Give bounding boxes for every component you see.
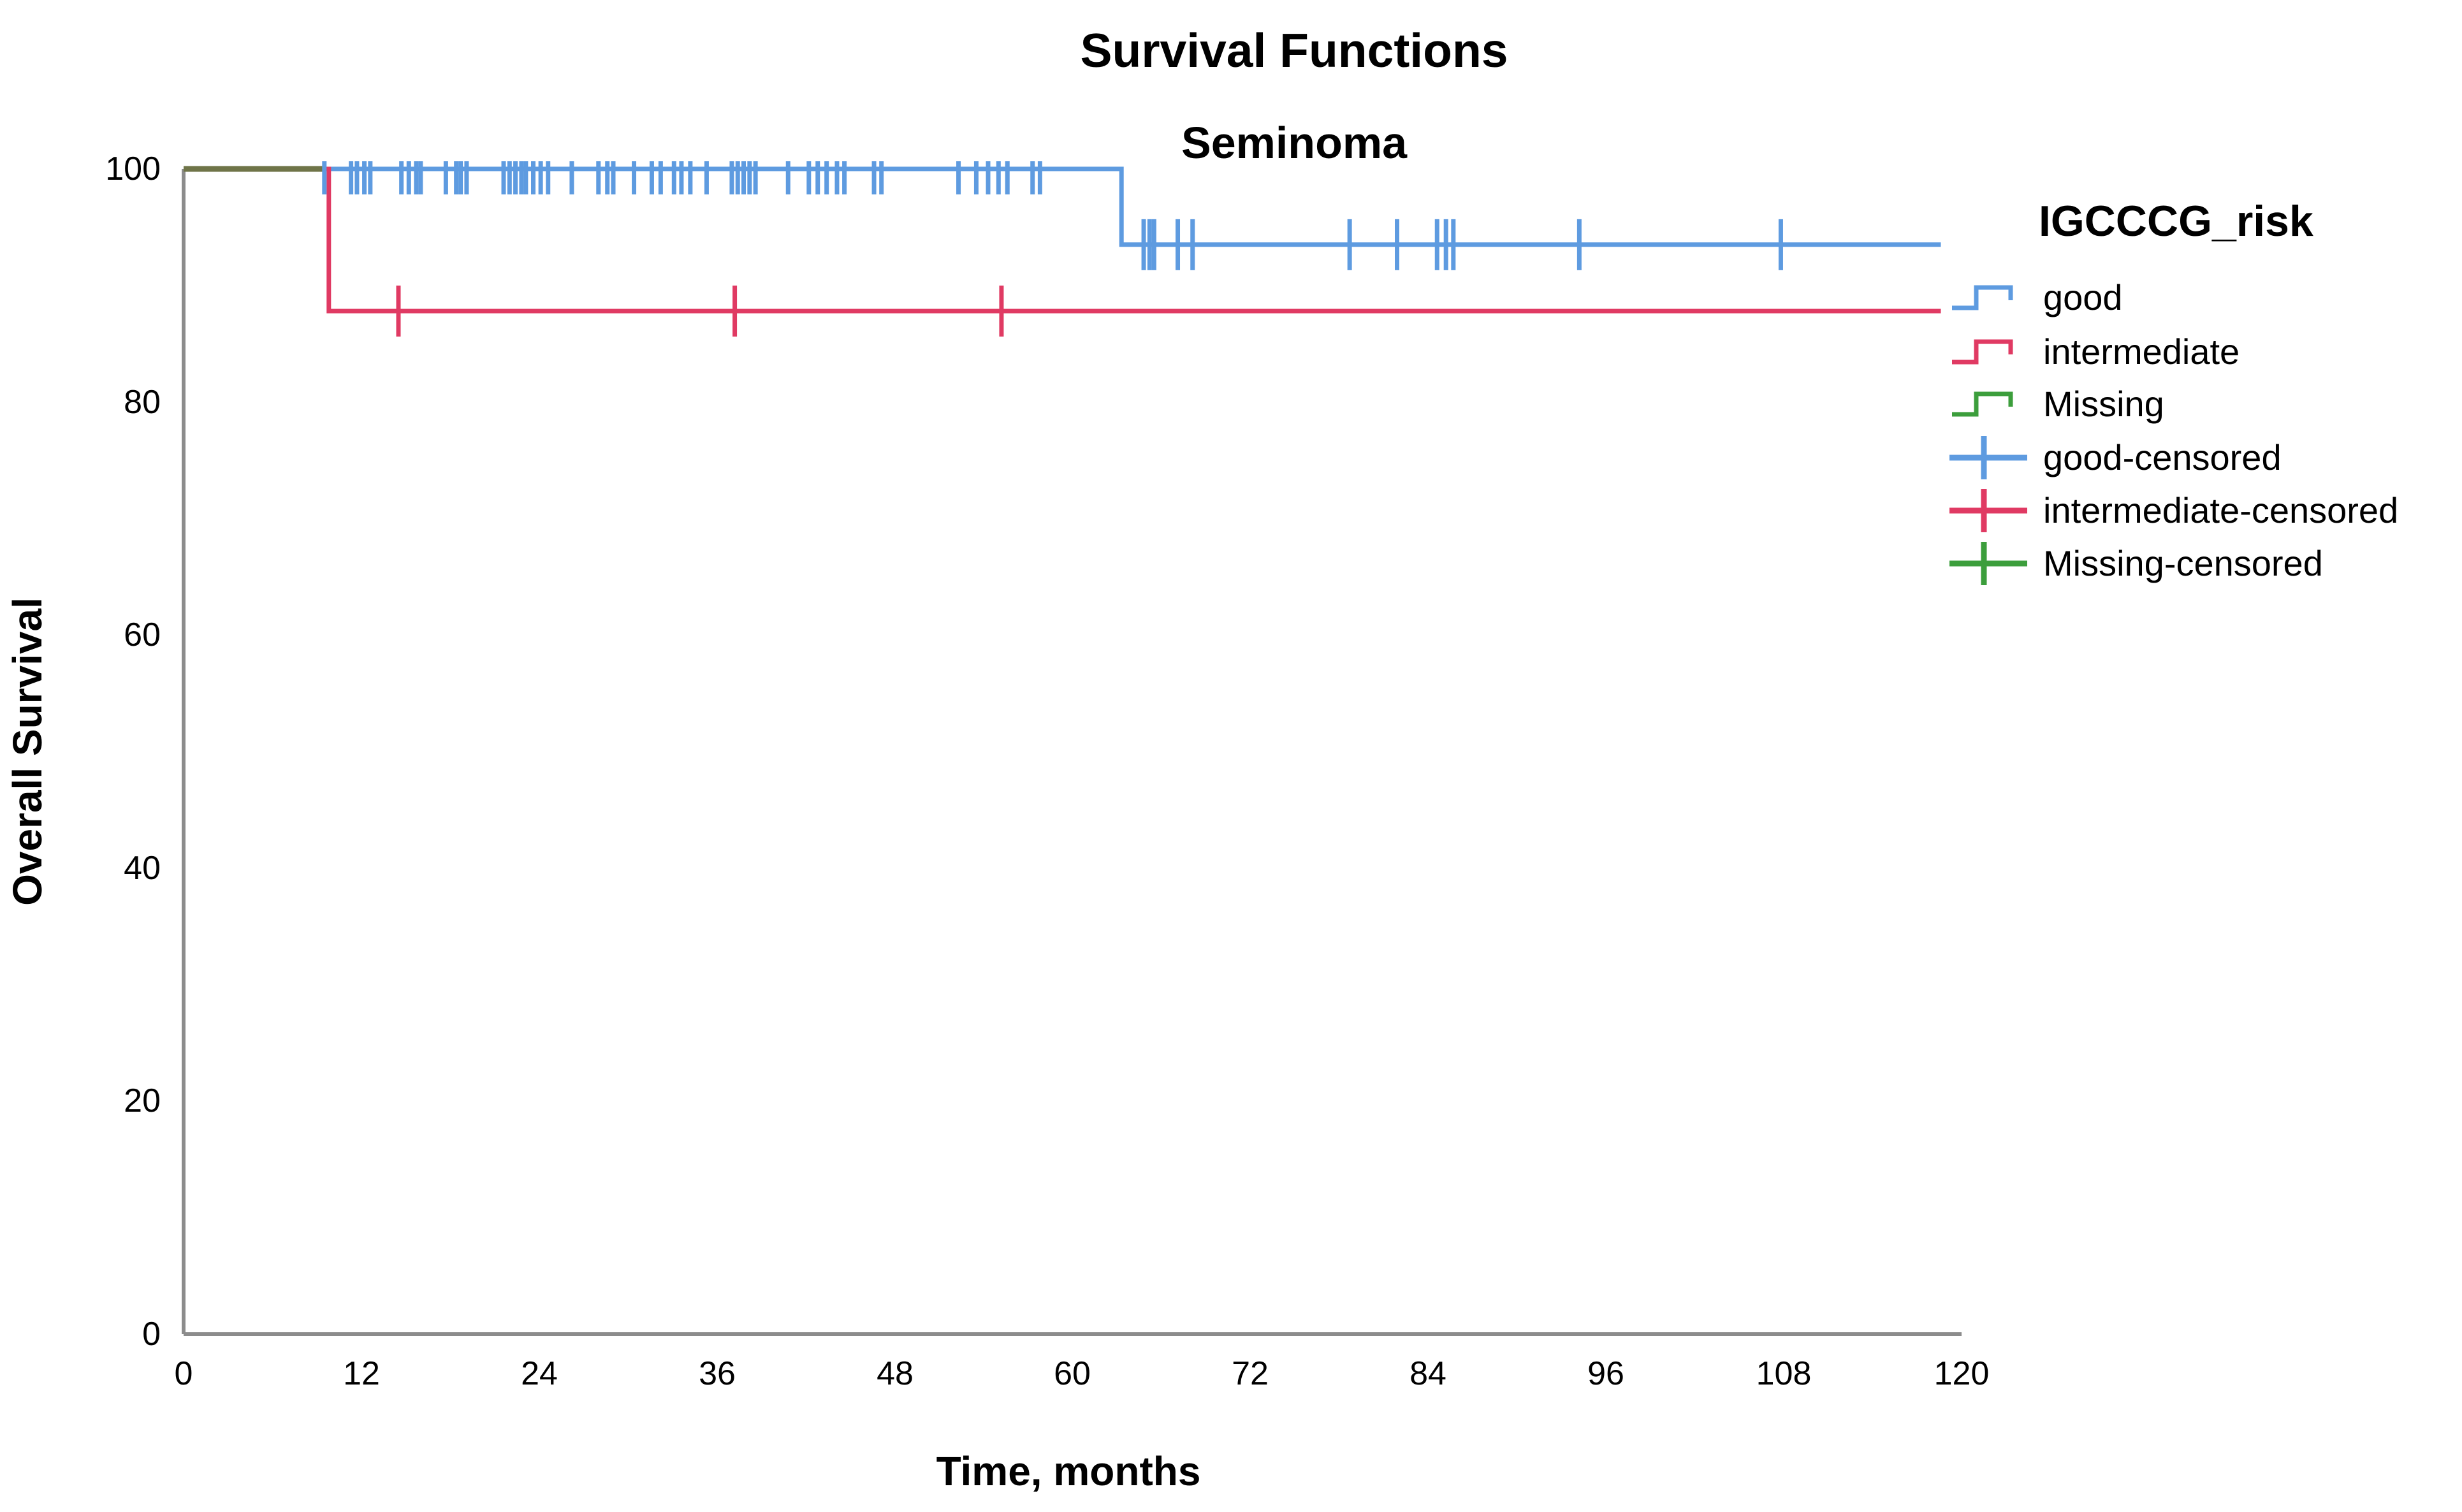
y-axis-title: Overall Survival — [4, 597, 50, 906]
legend-label-missing: Missing — [2043, 384, 2164, 424]
x-axis-title: Time, months — [936, 1448, 1201, 1494]
x-tick-36: 36 — [699, 1355, 736, 1392]
legend-label-intermediate: intermediate — [2043, 331, 2240, 372]
legend-label-good: good — [2043, 277, 2123, 317]
x-axis-ticks: 0 12 24 36 48 60 72 84 96 108 120 — [175, 1355, 1990, 1392]
legend-entry-good-censored: good-censored — [1949, 436, 2282, 479]
step-line-icon — [1952, 339, 2013, 365]
x-tick-108: 108 — [1756, 1355, 1812, 1392]
y-tick-80: 80 — [124, 384, 161, 421]
y-tick-40: 40 — [124, 850, 161, 887]
step-line-icon — [1952, 391, 2013, 417]
legend-label-good-censored: good-censored — [2043, 437, 2282, 477]
y-tick-0: 0 — [142, 1316, 161, 1353]
legend-title: IGCCCG_risk — [2039, 197, 2313, 245]
step-line-icon — [1952, 285, 2013, 310]
x-tick-48: 48 — [877, 1355, 914, 1392]
x-tick-120: 120 — [1934, 1355, 1990, 1392]
x-tick-84: 84 — [1409, 1355, 1446, 1392]
x-tick-72: 72 — [1232, 1355, 1269, 1392]
x-tick-60: 60 — [1054, 1355, 1091, 1392]
legend-entry-good: good — [1952, 277, 2123, 317]
x-tick-24: 24 — [521, 1355, 558, 1392]
legend-entry-missing: Missing — [1952, 384, 2164, 424]
legend-entry-intermediate: intermediate — [1952, 331, 2240, 372]
km-curves-layer — [184, 161, 1941, 337]
y-tick-100: 100 — [105, 150, 161, 187]
y-axis-ticks: 0 20 40 60 80 100 — [105, 150, 161, 1353]
legend-label-missing-censored: Missing-censored — [2043, 543, 2323, 583]
legend-entry-missing-censored: Missing-censored — [1949, 542, 2323, 585]
chart-subtitle: Seminoma — [1181, 118, 1408, 168]
legend-entry-intermediate-censored: intermediate-censored — [1949, 489, 2398, 532]
legend-label-intermediate-censored: intermediate-censored — [2043, 490, 2398, 530]
x-tick-12: 12 — [343, 1355, 380, 1392]
x-tick-0: 0 — [175, 1355, 193, 1392]
y-tick-20: 20 — [124, 1082, 161, 1119]
x-tick-96: 96 — [1587, 1355, 1624, 1392]
y-tick-60: 60 — [124, 616, 161, 653]
legend: IGCCCG_risk good intermediate Missing go… — [1949, 197, 2398, 585]
chart-title: Survival Functions — [1081, 24, 1508, 77]
